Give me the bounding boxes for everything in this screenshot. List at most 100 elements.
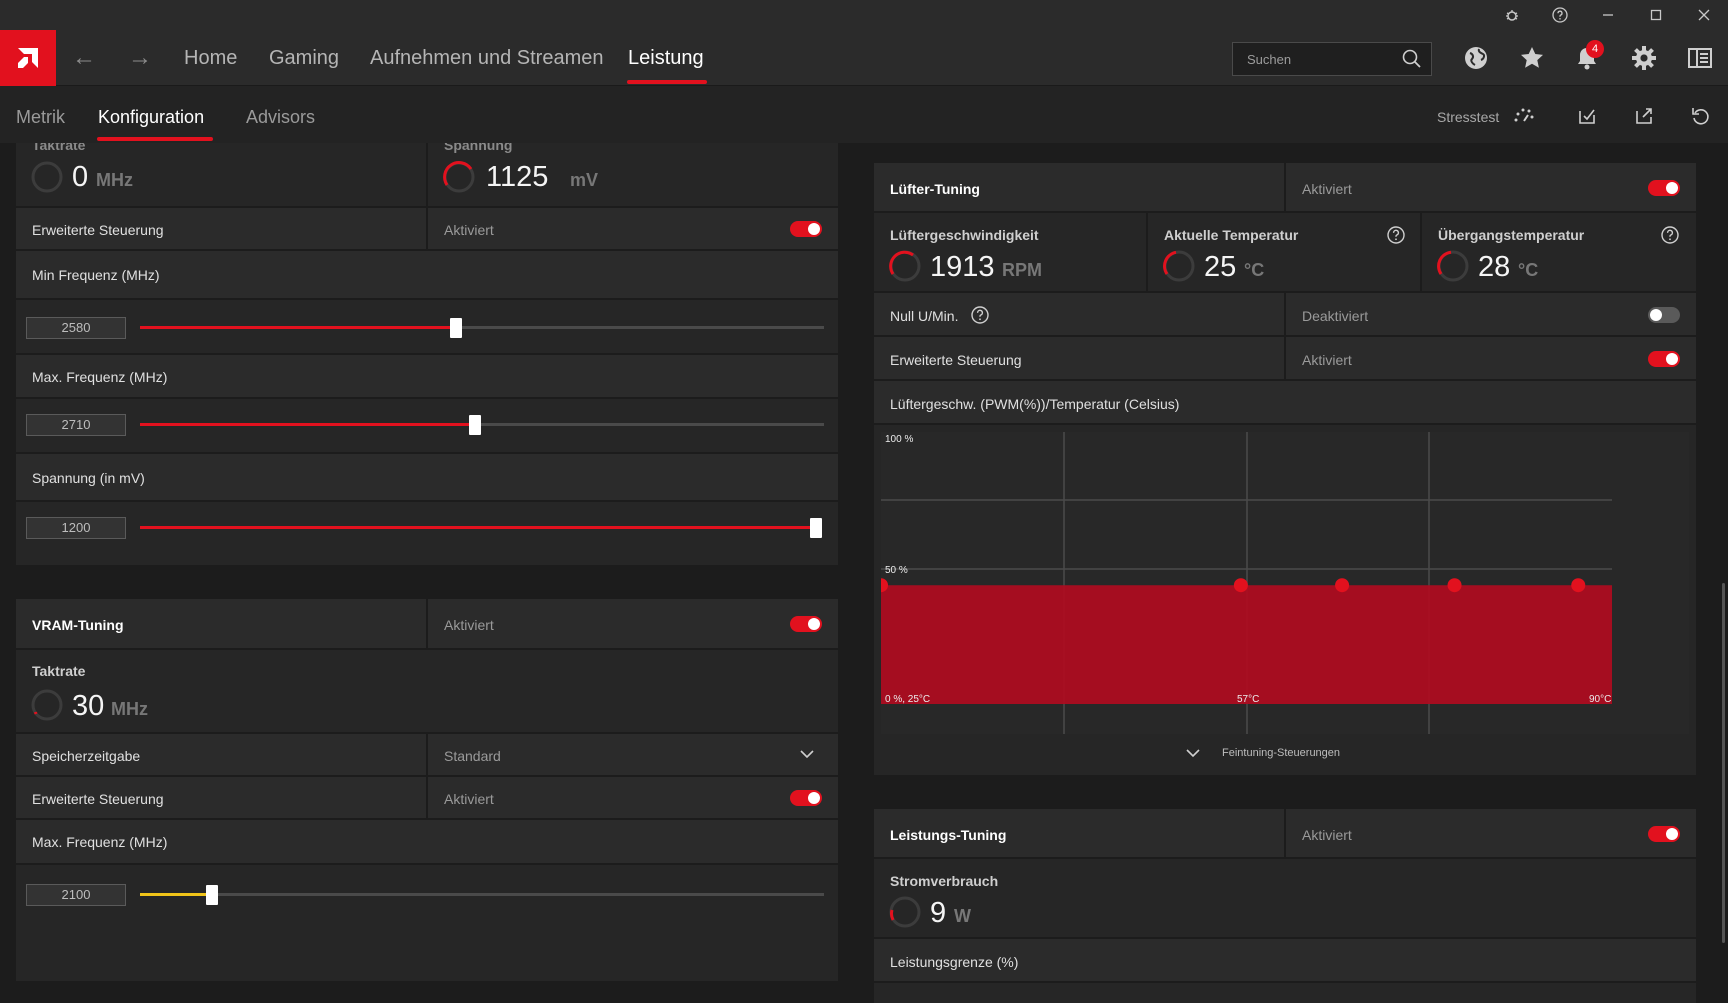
content-area: Taktrate 0 MHz Spannung 1125 mV Erweiter… xyxy=(0,143,1728,1003)
vram-tuning-panel: VRAM-Tuning Aktiviert Taktrate 30 MHz Sp… xyxy=(16,599,838,981)
vram-advanced-label: Erweiterte Steuerung xyxy=(32,791,164,807)
voltage-fill[interactable] xyxy=(140,526,820,529)
fan-status: Aktiviert xyxy=(1302,181,1352,197)
vram-max-freq-slider-thumb[interactable] xyxy=(206,885,218,905)
fan-curve-chart[interactable]: 100 % 50 % 0 %, 25°C 57°C 90°C xyxy=(881,432,1689,734)
fan-curve-point[interactable] xyxy=(881,578,888,593)
bug-icon[interactable] xyxy=(1488,0,1536,30)
max-freq-slider-thumb[interactable] xyxy=(469,415,481,435)
nav-performance[interactable]: Leistung xyxy=(628,47,704,69)
min-freq-label: Min Frequenz (MHz) xyxy=(32,267,160,283)
nav-home[interactable]: Home xyxy=(184,47,238,69)
power-limit-row: Leistungsgrenze (%) xyxy=(874,939,1696,983)
x-tick-max: 90°C xyxy=(1589,694,1611,705)
vram-tuning-toggle[interactable] xyxy=(790,616,822,632)
star-icon[interactable] xyxy=(1518,44,1546,72)
vram-max-freq-label: Max. Frequenz (MHz) xyxy=(32,834,168,850)
x-tick-min: 0 %, 25°C xyxy=(885,694,930,705)
power-header-row: Leistungs-Tuning Aktiviert xyxy=(874,809,1696,859)
junction-temp-label: Übergangstemperatur xyxy=(1438,227,1585,243)
tab-metrics[interactable]: Metrik xyxy=(16,107,65,127)
maximize-icon[interactable] xyxy=(1632,0,1680,30)
stresstest-label[interactable]: Stresstest xyxy=(1437,109,1500,125)
vram-title: VRAM-Tuning xyxy=(32,617,124,633)
y-tick-50: 50 % xyxy=(885,565,908,576)
fan-curve-point[interactable] xyxy=(1233,578,1248,593)
minimize-icon[interactable] xyxy=(1584,0,1632,30)
scrollbar[interactable] xyxy=(1722,583,1725,943)
notification-badge: 4 xyxy=(1586,40,1604,58)
fine-tune-label[interactable]: Feintuning-Steuerungen xyxy=(1222,747,1341,759)
sidebar-layout-icon[interactable] xyxy=(1686,44,1714,72)
vram-max-freq-slider-row: 2100 xyxy=(16,865,838,923)
vram-status: Aktiviert xyxy=(444,617,494,633)
memory-timing-value[interactable]: Standard xyxy=(444,748,501,764)
min-freq-slider-thumb[interactable] xyxy=(450,318,462,338)
gpu-clock-value: 0 xyxy=(72,161,89,193)
globe-icon[interactable] xyxy=(1462,44,1490,72)
forward-arrow-icon[interactable]: → xyxy=(128,44,152,71)
reset-icon[interactable] xyxy=(1689,105,1711,127)
junction-temp-unit: °C xyxy=(1518,260,1539,280)
current-temp-help-icon[interactable] xyxy=(1386,225,1406,245)
vram-header-row: VRAM-Tuning Aktiviert xyxy=(16,599,838,650)
memory-timing-label: Speicherzeitgabe xyxy=(32,748,141,764)
fan-curve-area xyxy=(881,585,1612,704)
fan-curve-point[interactable] xyxy=(1335,578,1350,593)
power-consumption-label: Stromverbrauch xyxy=(890,873,999,889)
nav-record-stream[interactable]: Aufnehmen und Streamen xyxy=(370,47,604,69)
vram-max-freq-track[interactable] xyxy=(140,893,824,896)
tab-active-indicator xyxy=(97,137,213,141)
max-freq-track[interactable] xyxy=(140,423,824,426)
max-freq-slider-row: 2710 xyxy=(16,399,838,454)
min-freq-value-box[interactable]: 2580 xyxy=(26,317,126,339)
power-consumption-row: Stromverbrauch 9 W xyxy=(874,859,1696,939)
search-input[interactable]: Suchen xyxy=(1247,52,1292,67)
voltage-slider-thumb[interactable] xyxy=(810,518,822,538)
fan-curve-point[interactable] xyxy=(1571,578,1586,593)
tab-configuration[interactable]: Konfiguration xyxy=(98,107,205,127)
amd-logo[interactable] xyxy=(0,30,56,86)
search-icon[interactable] xyxy=(1401,48,1423,70)
memory-timing-row[interactable]: Speicherzeitgabe Standard xyxy=(16,734,838,777)
tab-advisors[interactable]: Advisors xyxy=(246,107,316,127)
gpu-advanced-toggle[interactable] xyxy=(790,221,822,237)
zero-rpm-toggle[interactable] xyxy=(1648,307,1680,323)
nav-gaming[interactable]: Gaming xyxy=(269,47,340,69)
gpu-voltage-label: Spannung xyxy=(444,143,513,153)
fan-speed-label: Lüftergeschwindigkeit xyxy=(890,227,1039,243)
fine-tune-row[interactable]: Feintuning-Steuerungen xyxy=(874,734,1696,775)
vram-clock-value: 30 xyxy=(72,690,105,722)
voltage-value-box[interactable]: 1200 xyxy=(26,517,126,539)
zero-rpm-help-icon[interactable] xyxy=(970,305,990,325)
chevron-down-icon[interactable] xyxy=(800,749,814,759)
junction-temp-gauge-icon xyxy=(1437,250,1469,282)
apply-changes-icon[interactable] xyxy=(1576,105,1598,127)
vram-advanced-status: Aktiviert xyxy=(444,791,494,807)
vram-max-freq-value-box[interactable]: 2100 xyxy=(26,884,126,906)
gpu-clock-unit: MHz xyxy=(96,170,133,190)
help-icon[interactable] xyxy=(1536,0,1584,30)
voltage-slider-row: 1200 xyxy=(16,502,838,565)
fan-advanced-row: Erweiterte Steuerung Aktiviert xyxy=(874,337,1696,381)
fan-curve-point[interactable] xyxy=(1447,578,1462,593)
min-freq-slider-row: 2580 xyxy=(16,300,838,355)
power-tuning-toggle[interactable] xyxy=(1648,826,1680,842)
gear-icon[interactable] xyxy=(1630,44,1658,72)
fan-advanced-toggle[interactable] xyxy=(1648,351,1680,367)
junction-temp-help-icon[interactable] xyxy=(1660,225,1680,245)
close-icon[interactable] xyxy=(1680,0,1728,30)
vram-clock-row: Taktrate 30 MHz xyxy=(16,650,838,734)
fan-tuning-toggle[interactable] xyxy=(1648,180,1680,196)
back-arrow-icon[interactable]: ← xyxy=(72,44,96,71)
max-freq-value-box[interactable]: 2710 xyxy=(26,414,126,436)
min-freq-track[interactable] xyxy=(140,326,824,329)
search-box[interactable]: Suchen xyxy=(1232,42,1432,76)
stresstest-gauge-icon[interactable] xyxy=(1513,105,1535,127)
export-icon[interactable] xyxy=(1633,105,1655,127)
vram-clock-gauge-icon xyxy=(31,689,63,721)
fine-tune-chevron-icon[interactable] xyxy=(1186,748,1200,758)
power-limit-label: Leistungsgrenze (%) xyxy=(890,954,1019,970)
fan-advanced-status: Aktiviert xyxy=(1302,352,1352,368)
vram-advanced-toggle[interactable] xyxy=(790,790,822,806)
